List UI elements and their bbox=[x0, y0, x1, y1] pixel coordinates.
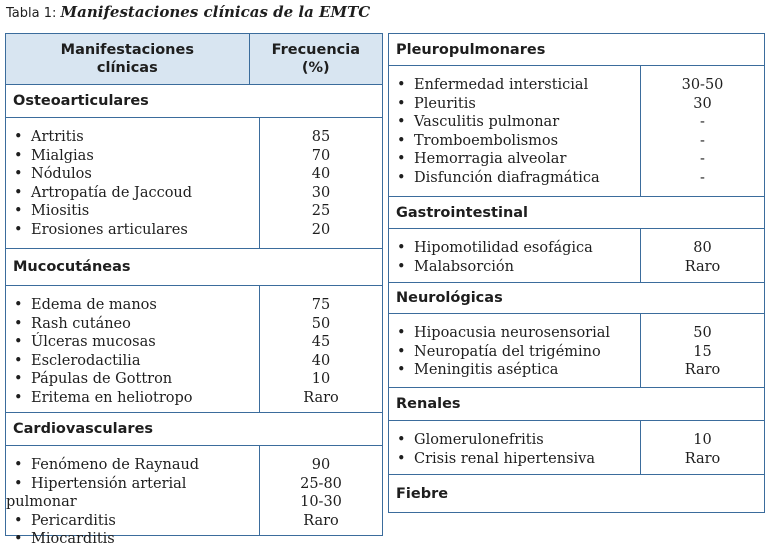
item-values: 50 15 Raro bbox=[641, 314, 764, 387]
item-value: - bbox=[700, 114, 705, 130]
section-body: Hipomotilidad esofágicaMalabsorción 80 Rar… bbox=[389, 229, 764, 283]
item-name: Nódulos bbox=[6, 165, 259, 184]
item-value: Raro bbox=[684, 450, 721, 467]
item-name: Fenómeno de Raynaud bbox=[6, 456, 259, 475]
item-name: Miocarditis bbox=[6, 530, 259, 549]
item-names: GlomerulonefritisCrisis renal hipertensi… bbox=[389, 421, 641, 474]
item-value: 25-80 bbox=[300, 475, 342, 492]
item-name: Pleuritis bbox=[389, 95, 640, 114]
item-value: 30-50 bbox=[681, 77, 724, 93]
item-name: Eritema en heliotropo bbox=[6, 389, 259, 408]
item-value: 80 bbox=[693, 240, 712, 256]
header-row: Manifestaciones clínicas Frecuencia (%) bbox=[6, 34, 382, 85]
section-header: Neurológicas bbox=[389, 283, 764, 314]
item-value: 50 bbox=[693, 325, 712, 341]
item-value: 20 bbox=[311, 221, 331, 238]
section-body: Fenómeno de RaynaudHipertensión arterial… bbox=[6, 446, 382, 547]
item-names: Fenómeno de RaynaudHipertensión arterial… bbox=[6, 446, 260, 547]
item-name: Vasculitis pulmonar bbox=[389, 113, 640, 132]
item-name: Mialgias bbox=[6, 147, 259, 166]
section-body: Edema de manosRash cutáneoÚlceras mucosa… bbox=[6, 286, 382, 413]
item-name: Artropatía de Jaccoud bbox=[6, 184, 259, 203]
item-name: Crisis renal hipertensiva bbox=[389, 450, 640, 469]
item-name: Malabsorción bbox=[389, 258, 640, 277]
item-value: 45 bbox=[311, 334, 331, 350]
item-values: 75 50 45 40 10 Raro bbox=[260, 286, 382, 412]
section-body: Enfermedad intersticialPleuritisVasculit… bbox=[389, 66, 764, 197]
item-values: 10 Raro bbox=[641, 421, 764, 474]
item-value: 40 bbox=[311, 352, 331, 369]
section-header: Renales bbox=[389, 388, 764, 421]
item-name: Esclerodactilia bbox=[6, 352, 259, 371]
section-header: Fiebre bbox=[389, 475, 764, 513]
item-value: - bbox=[700, 132, 705, 149]
item-names: Hipomotilidad esofágicaMalabsorción bbox=[389, 229, 641, 282]
item-value: Raro bbox=[684, 258, 721, 275]
item-name: Hipomotilidad esofágica bbox=[389, 239, 640, 258]
page: Tabla 1: Manifestaciones clínicas de la … bbox=[0, 0, 773, 535]
section-header: Mucocutáneas bbox=[6, 249, 382, 286]
caption: Tabla 1: Manifestaciones clínicas de la … bbox=[6, 3, 370, 21]
section-body: GlomerulonefritisCrisis renal hipertensi… bbox=[389, 421, 764, 475]
item-value: 15 bbox=[693, 343, 712, 360]
section-header: Osteoarticulares bbox=[6, 85, 382, 118]
item-values: 80 Raro bbox=[641, 229, 764, 282]
item-name: Glomerulonefritis bbox=[389, 431, 640, 450]
section-header: Gastrointestinal bbox=[389, 197, 764, 229]
item-values: 30-50 30 - - - - bbox=[641, 66, 764, 196]
item-value: 85 bbox=[311, 129, 331, 145]
item-value: Raro bbox=[303, 389, 339, 406]
item-name: Disfunción diafragmática bbox=[389, 169, 640, 188]
table-right: PleuropulmonaresEnfermedad intersticialP… bbox=[388, 33, 765, 513]
section-header: Pleuropulmonares bbox=[389, 34, 764, 66]
item-value: Raro bbox=[684, 362, 721, 378]
item-names: Edema de manosRash cutáneoÚlceras mucosa… bbox=[6, 286, 260, 412]
item-value: 30 bbox=[311, 184, 331, 201]
item-value: 10-30 bbox=[300, 494, 342, 510]
item-values: 85 70 40 30 25 20 bbox=[260, 118, 382, 248]
caption-title: Manifestaciones clínicas de la EMTC bbox=[60, 3, 371, 21]
item-name: Artritis bbox=[6, 128, 259, 147]
item-name: Tromboembolismos bbox=[389, 132, 640, 151]
item-names: Enfermedad intersticialPleuritisVasculit… bbox=[389, 66, 641, 196]
item-name: Pericarditis bbox=[6, 512, 259, 531]
caption-label: Tabla 1: bbox=[6, 6, 57, 21]
item-name: Úlceras mucosas bbox=[6, 333, 259, 352]
section-body: Hipoacusia neurosensorialNeuropatía del … bbox=[389, 314, 764, 388]
item-value: 10 bbox=[693, 432, 712, 448]
item-value: 70 bbox=[311, 147, 331, 164]
section-header: Cardiovasculares bbox=[6, 413, 382, 446]
item-name: Rash cutáneo bbox=[6, 315, 259, 334]
item-name: Hipertensión arterial pulmonar bbox=[6, 475, 259, 512]
item-name: Erosiones articulares bbox=[6, 221, 259, 240]
item-name: Miositis bbox=[6, 202, 259, 221]
item-values: 90 25-80 10-30 Raro bbox=[260, 446, 382, 535]
header-cell: Frecuencia (%) bbox=[271, 42, 360, 76]
item-name: Pápulas de Gottron bbox=[6, 370, 259, 389]
item-name: Neuropatía del trigémino bbox=[389, 343, 640, 362]
item-value: Raro bbox=[303, 512, 339, 529]
item-names: ArtritisMialgiasNódulosArtropatía de Jac… bbox=[6, 118, 260, 248]
item-name: Enfermedad intersticial bbox=[389, 76, 640, 95]
item-value: 90 bbox=[311, 457, 331, 473]
header-cell: Manifestaciones clínicas bbox=[6, 34, 250, 84]
item-value: 10 bbox=[311, 371, 331, 387]
item-value: - bbox=[700, 151, 705, 167]
item-value: 25 bbox=[311, 203, 331, 219]
table-left: Manifestaciones clínicas Frecuencia (%) Os… bbox=[5, 33, 383, 547]
item-name: Hemorragia alveolar bbox=[389, 150, 640, 169]
item-value: 30 bbox=[693, 95, 712, 112]
item-name: Edema de manos bbox=[6, 296, 259, 315]
item-value: 75 bbox=[311, 297, 331, 313]
item-name: Meningitis aséptica bbox=[389, 361, 640, 380]
item-names: Hipoacusia neurosensorialNeuropatía del … bbox=[389, 314, 641, 387]
item-name: Hipoacusia neurosensorial bbox=[389, 324, 640, 343]
item-value: - bbox=[700, 169, 705, 186]
section-body: ArtritisMialgiasNódulosArtropatía de Jac… bbox=[6, 118, 382, 249]
item-value: 50 bbox=[311, 315, 331, 332]
item-value: 40 bbox=[311, 166, 331, 182]
